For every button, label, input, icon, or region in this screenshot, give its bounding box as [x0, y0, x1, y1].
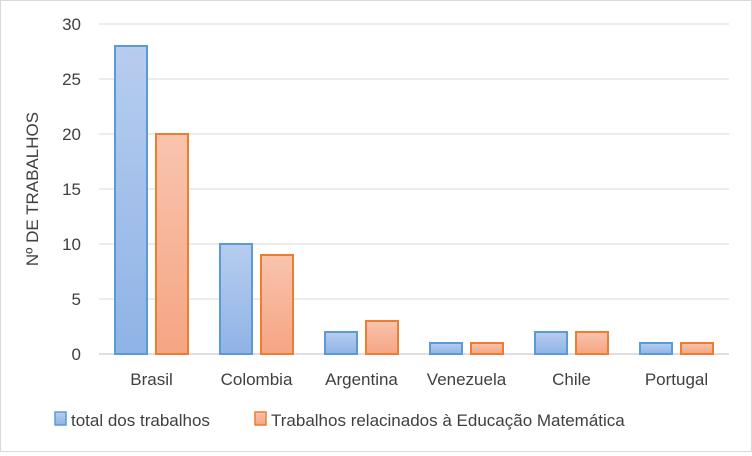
bar-total-portugal: [639, 342, 673, 355]
bar-educacao-portugal: [680, 342, 714, 355]
bar-educacao-colombia: [260, 254, 294, 355]
y-tick-label: 10: [62, 235, 81, 254]
x-tick-label: Venezuela: [427, 370, 507, 389]
bar-total-colombia: [219, 243, 253, 355]
bar-educacao-chile: [575, 331, 609, 355]
x-tick-label: Brasil: [130, 370, 173, 389]
x-tick-label: Portugal: [645, 370, 708, 389]
y-axis-ticks: 0 5 10 15 20 25 30: [62, 15, 81, 364]
legend: total dos trabalhos Trabalhos relacinados…: [54, 411, 625, 430]
legend-swatch: [254, 411, 267, 426]
y-tick-label: 0: [72, 345, 81, 364]
y-tick-label: 5: [72, 290, 81, 309]
x-tick-label: Colombia: [221, 370, 293, 389]
y-tick-label: 20: [62, 125, 81, 144]
bar-educacao-argentina: [365, 320, 399, 355]
legend-label: Trabalhos relacinados à Educação Matemát…: [271, 411, 625, 430]
gridlines: [99, 23, 729, 355]
bar-educacao-venezuela: [470, 342, 504, 355]
bar-educacao-brasil: [155, 133, 189, 355]
bar-total-chile: [534, 331, 568, 355]
y-tick-label: 25: [62, 70, 81, 89]
y-axis-label: Nº DE TRABALHOS: [23, 112, 42, 266]
legend-swatch: [54, 411, 67, 426]
legend-label: total dos trabalhos: [71, 411, 210, 430]
bars: [114, 45, 714, 355]
x-tick-label: Argentina: [325, 370, 398, 389]
bar-total-brasil: [114, 45, 148, 355]
x-tick-label: Chile: [552, 370, 591, 389]
bar-total-venezuela: [429, 342, 463, 355]
bar-total-argentina: [324, 331, 358, 355]
y-tick-label: 15: [62, 180, 81, 199]
x-axis-ticks: Brasil Colombia Argentina Venezuela Chile Por…: [130, 370, 708, 389]
y-tick-label: 30: [62, 15, 81, 34]
